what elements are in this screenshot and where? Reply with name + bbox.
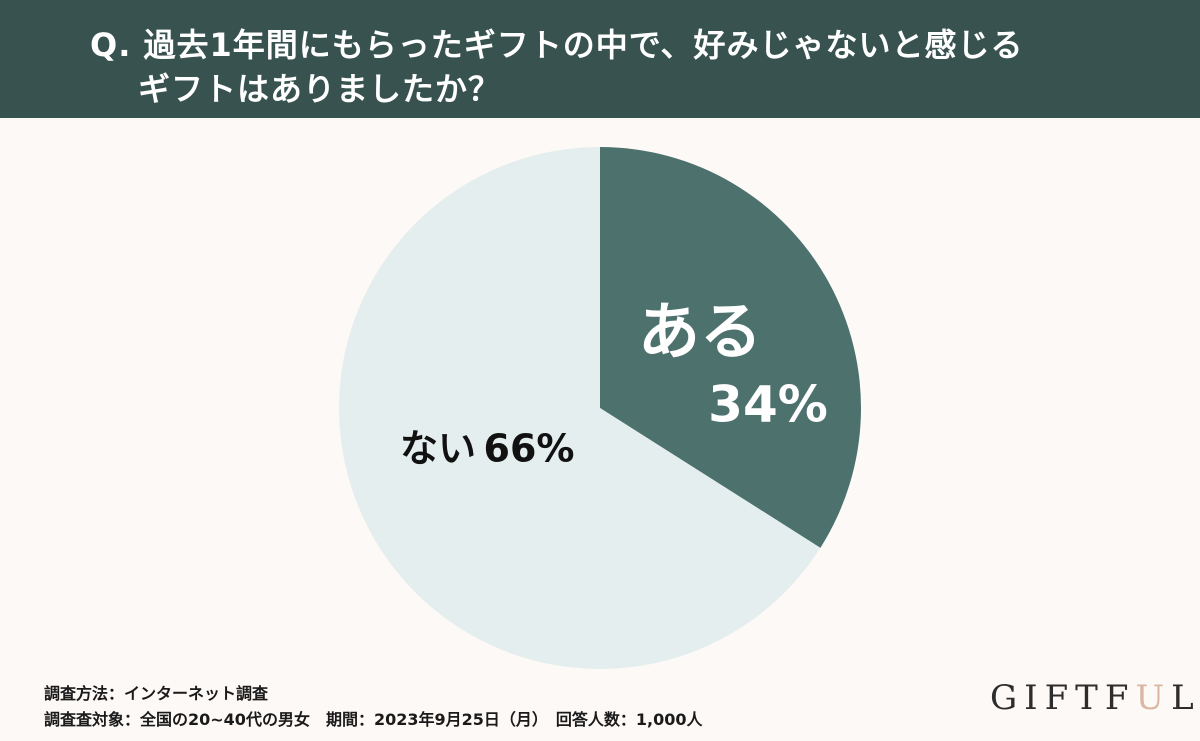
question-header: Q. 過去1年間にもらったギフトの中で、好みじゃないと感じる ギフトはありました… <box>0 0 1200 118</box>
slice-label-no: ない <box>400 427 476 471</box>
slice-label-yes: ある <box>638 295 762 368</box>
pie-slice-no <box>338 147 821 670</box>
pie-chart: ある 34% ない 66% <box>338 147 861 670</box>
question-title-line1: Q. 過去1年間にもらったギフトの中で、好みじゃないと感じる <box>90 26 1024 64</box>
slice-value-no: 66% <box>484 427 575 471</box>
question-title-line2: ギフトはありましたか？ <box>138 70 502 108</box>
giftful-logo: GIFTFUL <box>990 678 1200 718</box>
slice-value-yes: 34% <box>708 376 828 434</box>
pie-slice-yes <box>600 147 861 548</box>
survey-target: 調査査対象：全国の20~40代の男女 期間：2023年9月25日（月） 回答人数… <box>44 710 703 729</box>
survey-method: 調査方法：インターネット調査 <box>44 684 269 703</box>
